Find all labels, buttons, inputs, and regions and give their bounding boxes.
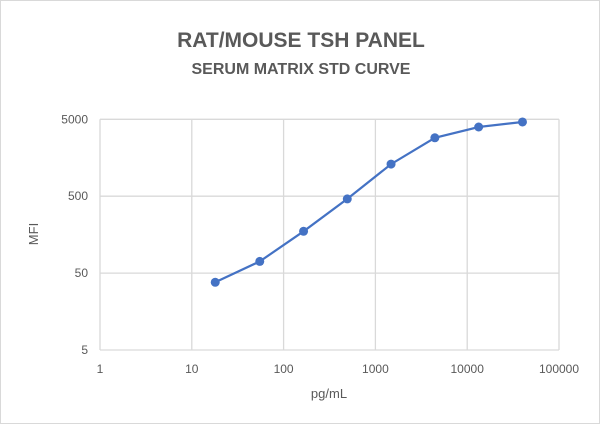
x-tick-label: 100 — [274, 362, 294, 376]
y-tick-label: 50 — [75, 266, 89, 280]
y-tick-label: 5 — [81, 343, 88, 357]
chart-subtitle: SERUM MATRIX STD CURVE — [192, 61, 411, 78]
data-point — [430, 133, 440, 143]
data-point — [255, 256, 265, 266]
x-tick-label: 1000 — [362, 362, 389, 376]
x-axis-label: pg/mL — [311, 386, 347, 401]
series-line-path — [214, 120, 523, 284]
y-tick-label: 5000 — [61, 112, 88, 126]
data-point — [299, 226, 309, 236]
x-tick-label: 10 — [185, 362, 199, 376]
chart-title: RAT/MOUSE TSH PANEL — [177, 29, 425, 52]
x-tick-label: 1 — [97, 362, 104, 376]
series-line — [210, 117, 527, 287]
data-point — [386, 159, 396, 169]
gridlines — [99, 118, 560, 351]
y-axis-ticks: 5 50 500 5000 — [61, 112, 88, 357]
x-axis-ticks: 1 10 100 1000 10000 100000 — [97, 362, 580, 376]
x-tick-label: 100000 — [539, 362, 579, 376]
x-tick-label: 10000 — [451, 362, 485, 376]
y-tick-label: 500 — [68, 189, 88, 203]
data-point — [342, 194, 352, 204]
data-point — [474, 122, 484, 132]
data-point — [210, 277, 220, 287]
y-axis-label: MFI — [26, 223, 41, 245]
data-point — [517, 117, 527, 127]
